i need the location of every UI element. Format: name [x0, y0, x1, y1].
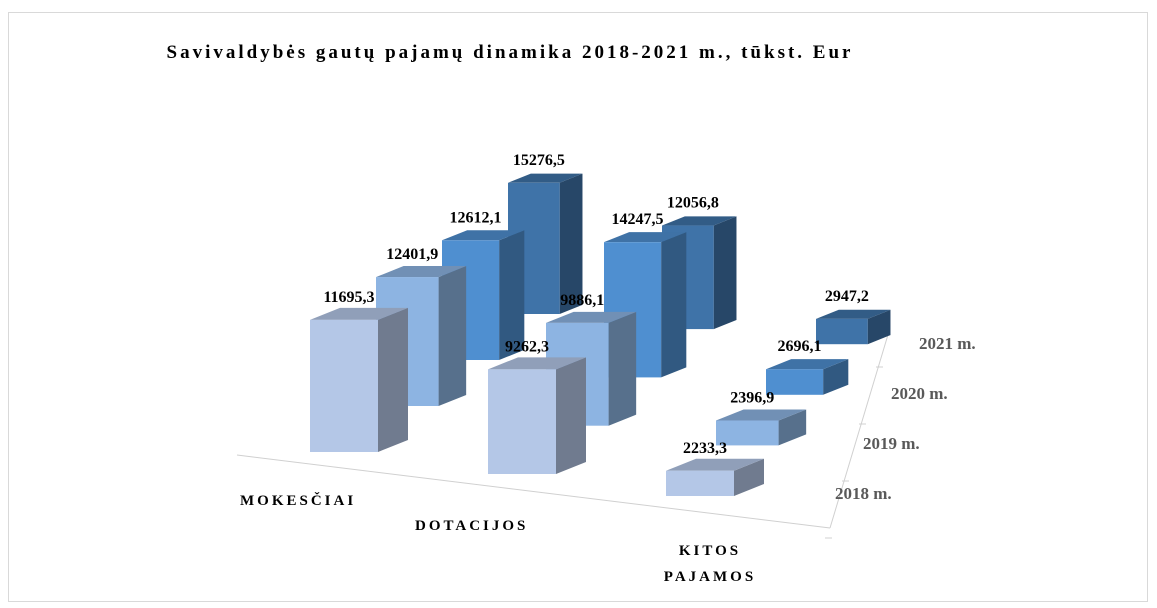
category-label: DOTACIJOS [415, 518, 529, 534]
bar-top [766, 359, 849, 370]
bar-side [378, 307, 408, 452]
legend-label: 2020 m. [891, 384, 948, 403]
value-label: 12401,9 [386, 246, 438, 263]
bar-side [438, 266, 467, 406]
value-label: 12612,1 [450, 209, 502, 226]
depth-axis [829, 327, 891, 529]
bar-side [661, 232, 687, 378]
bar-side [556, 357, 586, 474]
bar-side [608, 311, 637, 426]
bar [666, 470, 734, 496]
bar-top [488, 357, 586, 370]
floor-edge [236, 454, 831, 529]
bar-side [778, 409, 807, 446]
value-label: 2233,3 [683, 440, 727, 457]
chart-frame [8, 12, 1148, 602]
category-label: KITOS PAJAMOS [663, 543, 757, 585]
legend-label: 2019 m. [863, 434, 920, 453]
value-label: 9262,3 [505, 338, 549, 355]
bar-top [310, 307, 408, 320]
bar [310, 319, 378, 452]
bar-side [499, 230, 525, 360]
value-label: 2396,9 [730, 389, 774, 406]
bar-top [508, 173, 583, 183]
bar-side [559, 173, 583, 314]
bar-top [816, 309, 891, 319]
bar [766, 369, 824, 395]
chart-title: Savivaldybės gautų pajamų dinamika 2018-… [166, 42, 854, 63]
value-label: 11695,3 [323, 289, 374, 306]
bar-top [666, 458, 764, 471]
bar [716, 420, 779, 446]
legend-label: 2021 m. [919, 334, 976, 353]
bar [488, 369, 556, 474]
bar-top [662, 216, 737, 226]
bar-top [604, 232, 687, 243]
bar-side [867, 309, 891, 345]
bar-top [716, 409, 807, 421]
legend-label: 2018 m. [835, 484, 892, 503]
bar [816, 318, 868, 345]
bar-side [734, 458, 764, 496]
value-label: 15276,5 [513, 152, 565, 169]
bar-top [546, 311, 637, 323]
value-label: 2947,2 [825, 288, 869, 305]
value-label: 9886,1 [560, 292, 604, 309]
value-label: 2696,1 [778, 338, 822, 355]
bar-side [713, 216, 737, 330]
value-label: 12056,8 [667, 195, 719, 212]
bar-top [442, 230, 525, 241]
bar-side [823, 359, 849, 395]
value-label: 14247,5 [612, 211, 664, 228]
bar-top [376, 266, 467, 278]
category-label: MOKESČIAI [240, 493, 357, 509]
